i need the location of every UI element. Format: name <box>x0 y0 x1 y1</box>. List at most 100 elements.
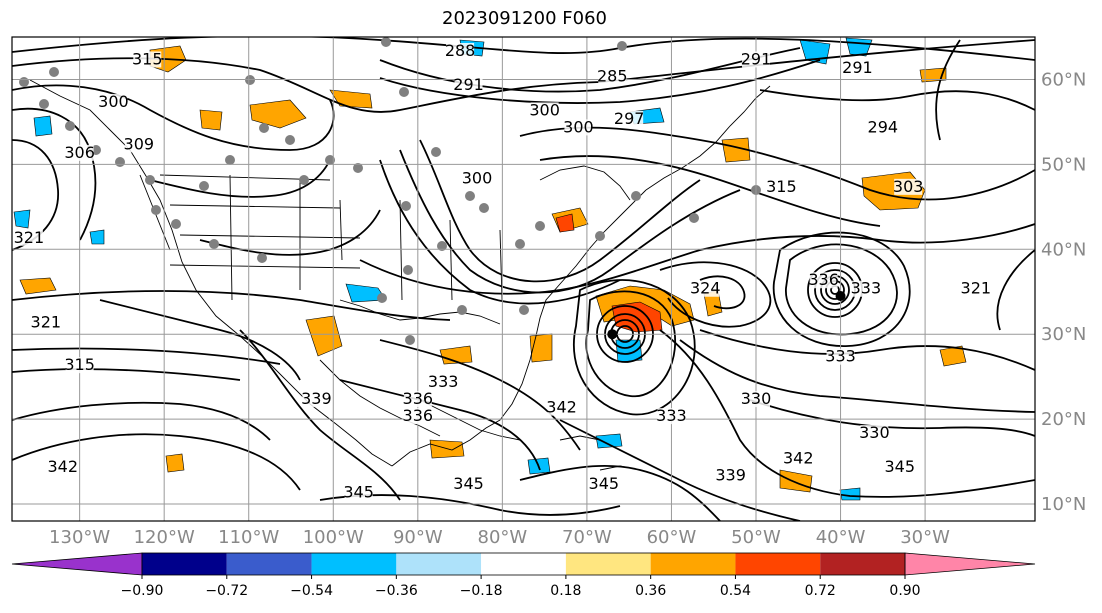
shade-blue-patch <box>615 339 643 363</box>
contour-label: 336 <box>808 270 839 289</box>
gridline-layer <box>12 37 1035 521</box>
station-dot <box>325 155 335 165</box>
contour-line <box>379 59 821 104</box>
coastline <box>29 79 393 467</box>
contour-label: 342 <box>546 398 577 417</box>
longitude-label: 100°W <box>303 527 364 548</box>
contour-label-bg <box>302 391 331 408</box>
station-dot <box>403 265 413 275</box>
contour-line <box>12 401 271 441</box>
marker-layer <box>19 37 761 345</box>
contour-label-bg <box>767 178 796 195</box>
contour-line <box>935 39 961 141</box>
contour-label: 342 <box>47 457 78 476</box>
contour-line <box>12 433 301 491</box>
station-dot <box>399 87 409 97</box>
shade-blue-patch <box>839 487 861 501</box>
longitude-label: 30°W <box>900 527 950 548</box>
contour-line <box>679 339 1035 413</box>
station-dot <box>171 219 181 229</box>
contour-label: 297 <box>614 109 645 128</box>
contour-label-bg <box>403 408 432 425</box>
station-dot <box>209 239 219 249</box>
station-dot <box>115 157 125 167</box>
shade-blue-patch <box>89 229 105 245</box>
station-dot <box>39 99 49 109</box>
longitude-label: 60°W <box>647 527 697 548</box>
contour-label: 291 <box>741 49 772 68</box>
contour-label-bg <box>894 178 923 195</box>
colorbar-segment <box>820 553 905 575</box>
contour-label-bg <box>657 408 686 425</box>
station-dot <box>519 305 529 315</box>
colorbar-extend-low <box>11 552 143 576</box>
contour-line <box>339 379 541 471</box>
contour-label-bg <box>14 229 43 246</box>
contour-line <box>659 329 1035 498</box>
contour-label: 321 <box>961 279 992 298</box>
contour-line <box>12 84 335 151</box>
station-dot <box>381 37 391 47</box>
state-border <box>159 174 503 301</box>
latitude-label: 20°N <box>1041 409 1086 430</box>
cyclone-center <box>607 329 618 340</box>
longitude-label: 120°W <box>134 527 195 548</box>
contour-label-bg <box>133 51 162 68</box>
contour-label: 288 <box>445 41 476 60</box>
shade-blue-patch <box>13 209 31 229</box>
contour-label: 342 <box>783 449 814 468</box>
contour-label: 309 <box>124 134 155 153</box>
colorbar-segment <box>311 553 397 575</box>
longitude-labels: 130°W 120°W 110°W 100°W 90°W 80°W 70°W 60°W 50°W… <box>49 527 950 548</box>
station-dot <box>401 201 411 211</box>
cyclone-ring <box>572 279 696 416</box>
longitude-label: 110°W <box>218 527 279 548</box>
contour-label: 303 <box>893 177 924 196</box>
shade-red-patch <box>555 213 575 233</box>
longitude-label: 70°W <box>562 527 612 548</box>
contour-label: 345 <box>884 457 915 476</box>
contour-label: 321 <box>14 228 45 247</box>
cyclone-ring <box>785 243 898 336</box>
colorbar: −0.90 −0.72 −0.54 −0.36 −0.18 0.18 0.36 0.54 0.7… <box>11 552 1036 599</box>
coastline <box>319 359 641 471</box>
contour-label-bg <box>961 280 990 297</box>
contour-label: 294 <box>868 117 899 136</box>
contour-line <box>12 290 451 321</box>
map-title: 2023091200 F060 <box>442 8 607 29</box>
contour-label: 315 <box>132 49 163 68</box>
station-dot <box>65 121 75 131</box>
contour-label-bg <box>826 348 855 365</box>
contour-label-bg <box>454 76 483 93</box>
contour-label-bg <box>589 476 618 493</box>
cyclone-layer <box>607 290 846 340</box>
station-dot <box>405 335 415 345</box>
contour-label: 315 <box>64 355 95 374</box>
contour-label: 300 <box>529 100 560 119</box>
colorbar-segment <box>735 553 821 575</box>
contour-line <box>359 223 1035 295</box>
cyclone-center <box>835 290 846 301</box>
colorbar-tick-label: 0.72 <box>805 583 836 599</box>
station-dot <box>535 221 545 231</box>
contour-line <box>12 37 1035 61</box>
shade-blue-patch <box>595 433 623 449</box>
station-dot <box>465 191 475 201</box>
colorbar-segment <box>650 553 736 575</box>
station-dot <box>257 253 267 263</box>
station-dot <box>199 181 209 191</box>
contour-label-bg <box>403 391 432 408</box>
contour-label-bg <box>851 280 880 297</box>
contour-label: 300 <box>462 168 493 187</box>
contour-label: 345 <box>453 474 484 493</box>
contour-label: 324 <box>690 279 721 298</box>
contour-label: 345 <box>589 474 620 493</box>
contour-label-bg <box>463 170 491 187</box>
coastline <box>339 299 501 325</box>
station-dot <box>631 191 641 201</box>
contour-label: 285 <box>597 66 628 85</box>
contour-label: 333 <box>428 372 459 391</box>
shade-blue-patch <box>33 115 53 137</box>
contour-label-bg <box>446 42 475 59</box>
